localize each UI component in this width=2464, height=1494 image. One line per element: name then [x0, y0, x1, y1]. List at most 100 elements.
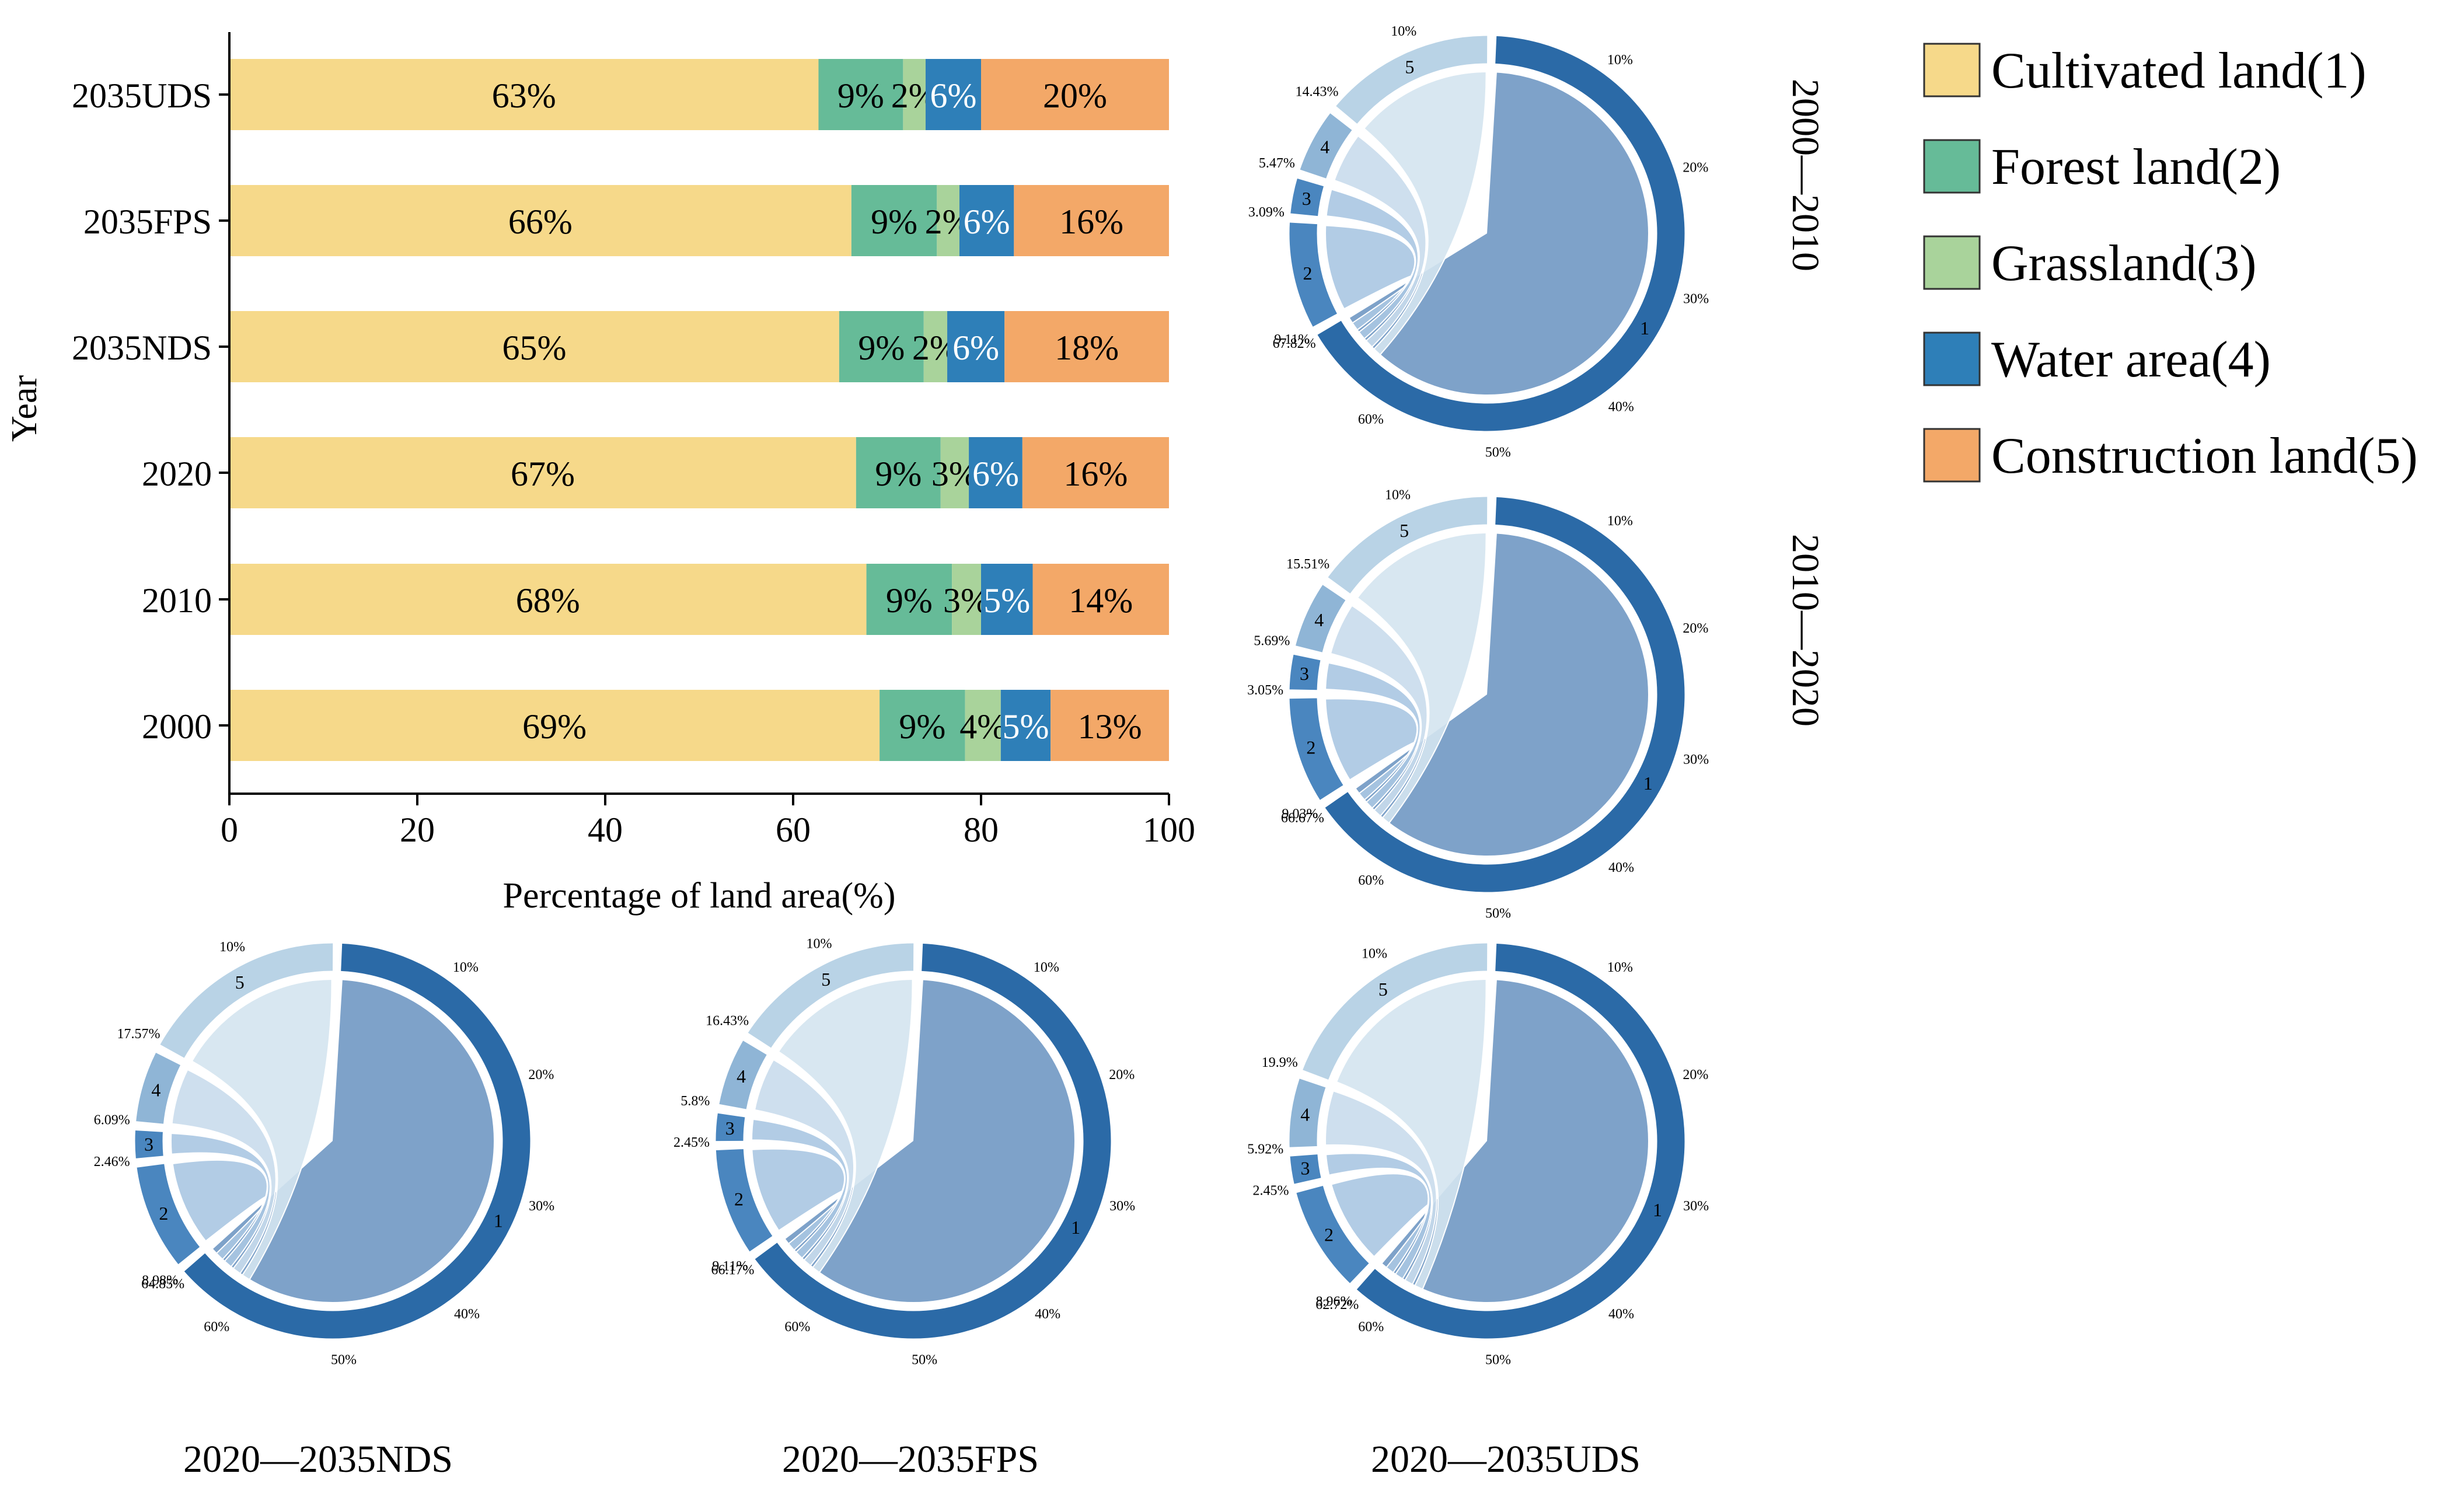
bar-data-label: 6%	[930, 76, 977, 115]
chord-tick-label: 50%	[1485, 445, 1511, 460]
chord-share-label: 9.11%	[712, 1259, 748, 1274]
chord-flow-ribbon	[1324, 1090, 1437, 1286]
chord-share-label: 2.45%	[1252, 1183, 1289, 1198]
chord-sector-label: 2	[1306, 737, 1315, 758]
chord-tick-label: 40%	[1035, 1307, 1060, 1322]
bar-segment	[856, 437, 941, 508]
chord-share-label: 2.46%	[94, 1154, 130, 1170]
chord-sector-arc	[1325, 495, 1489, 596]
chord-sector-label: 3	[1302, 188, 1311, 209]
chord-sector-arc	[182, 941, 532, 1341]
chord-sector-label: 5	[821, 969, 830, 990]
chord-share-label: 5.8%	[680, 1094, 710, 1109]
chord-inner-ring	[750, 978, 1077, 1304]
chord-sector-label: 4	[151, 1080, 160, 1101]
chord-self-flow	[784, 979, 1076, 1303]
bar-data-label: 18%	[1055, 329, 1119, 367]
chord-inner-ring	[169, 978, 496, 1304]
legend: Cultivated land(1) Forest land(2) Grasslan…	[1923, 43, 2418, 484]
chord-flow-ribbon	[1333, 134, 1427, 348]
y-tick-label: 2020	[142, 455, 212, 493]
bar-segment	[937, 185, 959, 256]
chord-title: 2010—2020	[1784, 534, 1827, 727]
bar-segment	[229, 311, 839, 382]
chord-share-label: 6.09%	[94, 1113, 130, 1128]
chord-tick-label: 60%	[784, 1320, 810, 1335]
chord-tick-label: 60%	[1358, 1320, 1384, 1335]
chord-tick-label: 40%	[1608, 399, 1634, 414]
bar-data-label: 9%	[875, 455, 922, 493]
bar-segment	[1000, 690, 1051, 761]
chord-share-label: 14.43%	[1295, 84, 1338, 99]
legend-entry: Grassland(3)	[1991, 235, 2257, 292]
bar-data-label: 9%	[871, 203, 917, 241]
bar-segment	[903, 59, 926, 130]
chord-sector-arc	[158, 941, 335, 1060]
bar-segment	[1004, 311, 1169, 382]
bar-data-label: 6%	[952, 329, 999, 367]
chord-tick-label: 40%	[1608, 860, 1634, 875]
chord-sector-label: 5	[1399, 520, 1409, 541]
chord-sector-arc	[1334, 34, 1489, 127]
bar-data-label: 68%	[516, 581, 580, 620]
chord-tick-label: 50%	[1485, 1353, 1511, 1368]
bar-data-label: 69%	[522, 707, 587, 746]
bar-axes	[228, 32, 1169, 795]
bar-segment	[879, 690, 965, 761]
bar-segment	[839, 311, 924, 382]
chord-diagrams: 1234567.82%9.11%3.09%5.47%14.43%10%20%30…	[94, 24, 1827, 1481]
bar-segment	[947, 311, 1005, 382]
chord-sector-arc	[1287, 1076, 1328, 1149]
bar-segment	[1032, 564, 1169, 635]
chord-tick-label: 20%	[1683, 1067, 1708, 1083]
chord-tick-label: 60%	[1358, 873, 1384, 888]
bar-segment	[818, 59, 903, 130]
chord-sector-arc	[1294, 1184, 1371, 1286]
chord-sector-arc	[1288, 1152, 1324, 1186]
chord-diagram: 1 2 3 4 5 62.72%8.96% 2.45% 5.92% 19.9% 10% 20% 30%…	[1247, 941, 1709, 1481]
chord-sector-arc	[752, 941, 1113, 1341]
chord-tick-label: 50%	[331, 1353, 357, 1368]
chord-sector-label: 4	[737, 1066, 746, 1087]
bar-data-label: 6%	[964, 203, 1010, 241]
chord-tick-label: 20%	[1109, 1067, 1135, 1083]
chord-sector-label: 2	[1303, 263, 1312, 284]
bar-segment	[965, 690, 1001, 761]
x-tick-label: 0	[221, 811, 238, 849]
bar-segment	[1022, 437, 1169, 508]
chord-self-flow	[1355, 532, 1650, 857]
chord-share-label: 66.67%	[1281, 811, 1324, 826]
bar-segment	[851, 185, 937, 256]
bar-segment	[981, 59, 1169, 130]
chord-share-label: 8.98%	[142, 1273, 178, 1288]
legend-entry: Cultivated land(1)	[1991, 43, 2367, 99]
chord-tick-label: 30%	[1683, 291, 1709, 306]
chord-sector-label: 5	[1405, 56, 1414, 77]
chord-tick-label: 60%	[204, 1320, 229, 1335]
x-axis-label: Percentage of land area(%)	[503, 876, 896, 916]
chord-inner-ring	[1324, 70, 1650, 397]
legend-entry: Water area(4)	[1991, 331, 2271, 388]
chord-sector-label: 1	[494, 1210, 503, 1231]
bar-data-label: 14%	[1069, 581, 1133, 620]
chord-sector-arc	[1322, 495, 1687, 894]
chord-title: 2020—2035FPS	[782, 1438, 1039, 1481]
chord-share-label: 3.05%	[1247, 683, 1283, 698]
chord-sector-arc	[1288, 176, 1326, 218]
chord-sector-arc	[745, 941, 916, 1050]
chord-sector-arc	[717, 1038, 769, 1111]
chord-share-label: 19.9%	[1262, 1055, 1298, 1070]
x-tick-label: 100	[1143, 811, 1195, 849]
chord-tick-label: 50%	[1485, 906, 1511, 921]
chord-tick-label: 10%	[219, 940, 245, 955]
chord-tick-label: 20%	[1683, 621, 1708, 636]
chord-share-label: 64.85%	[141, 1277, 184, 1292]
chord-tick-label: 30%	[1109, 1199, 1135, 1214]
bar-segment	[229, 185, 851, 256]
chord-tick-label: 60%	[1358, 412, 1384, 427]
chord-share-label: 5.47%	[1259, 156, 1295, 171]
chord-sector-arc	[1297, 110, 1355, 181]
chord-diagram: 1 2 3 4 5 66.67%9.03% 3.05% 5.69% 15.51% 10% 20% 30…	[1247, 488, 1827, 921]
chord-sector-label: 1	[1640, 317, 1649, 338]
